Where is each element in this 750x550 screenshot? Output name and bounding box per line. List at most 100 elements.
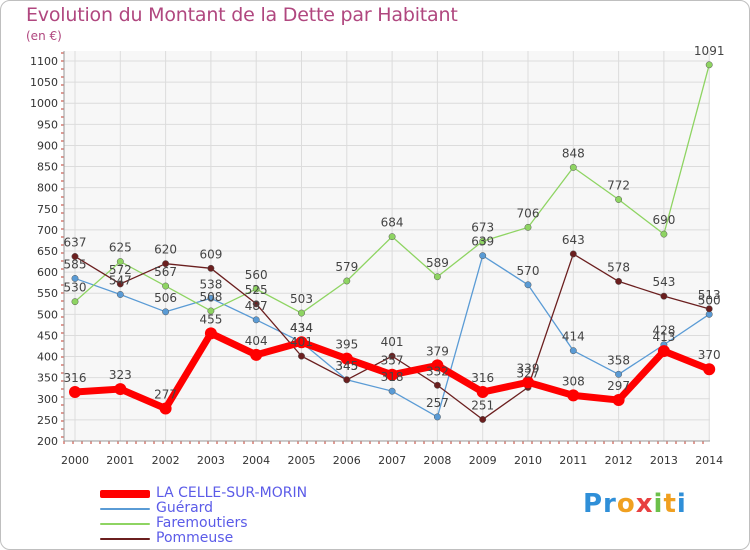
data-label: 572 bbox=[109, 263, 132, 277]
data-point bbox=[71, 274, 79, 282]
y-tick-label: 650 bbox=[37, 245, 58, 258]
data-point bbox=[388, 352, 396, 360]
data-point bbox=[479, 416, 487, 423]
data-label: 487 bbox=[245, 299, 268, 313]
data-point bbox=[705, 61, 713, 69]
data-label: 500 bbox=[698, 293, 721, 307]
x-tick-label: 2013 bbox=[650, 454, 678, 467]
y-tick-label: 200 bbox=[37, 435, 58, 448]
y-tick-label: 700 bbox=[37, 224, 58, 237]
data-point bbox=[71, 253, 79, 260]
data-label: 625 bbox=[109, 241, 132, 255]
y-tick-label: 950 bbox=[37, 118, 58, 131]
data-label: 585 bbox=[64, 257, 87, 271]
y-tick-label: 1000 bbox=[30, 97, 58, 110]
data-label: 434 bbox=[290, 321, 313, 335]
y-tick-label: 850 bbox=[37, 161, 58, 174]
data-point bbox=[207, 307, 215, 315]
data-point bbox=[433, 413, 441, 421]
x-tick-label: 2009 bbox=[469, 454, 497, 467]
data-label: 530 bbox=[64, 281, 87, 295]
legend-label: Faremoutiers bbox=[156, 515, 248, 531]
data-point bbox=[343, 376, 351, 384]
x-tick-label: 2010 bbox=[514, 454, 542, 467]
y-tick-label: 400 bbox=[37, 351, 58, 364]
data-label: 578 bbox=[607, 260, 630, 274]
data-point bbox=[114, 383, 127, 396]
data-label: 308 bbox=[562, 374, 585, 388]
data-point bbox=[524, 223, 532, 231]
data-point bbox=[433, 381, 441, 389]
data-label: 673 bbox=[471, 220, 494, 234]
x-tick-label: 2004 bbox=[242, 454, 270, 467]
data-point bbox=[162, 282, 170, 290]
data-label: 684 bbox=[381, 216, 404, 230]
data-label: 772 bbox=[607, 178, 630, 192]
y-tick-label: 750 bbox=[37, 203, 58, 216]
y-tick-label: 250 bbox=[37, 414, 58, 427]
x-tick-label: 2011 bbox=[559, 454, 587, 467]
data-label: 455 bbox=[199, 312, 222, 326]
data-label: 547 bbox=[109, 273, 132, 287]
data-point bbox=[386, 368, 399, 381]
data-label: 297 bbox=[607, 379, 630, 393]
data-point bbox=[116, 258, 124, 266]
data-label: 358 bbox=[607, 353, 630, 367]
data-label: 506 bbox=[154, 291, 177, 305]
y-tick-label: 900 bbox=[37, 139, 58, 152]
data-label: 643 bbox=[562, 233, 585, 247]
data-point bbox=[431, 359, 444, 372]
data-point bbox=[116, 280, 124, 288]
legend-item: Guérard bbox=[100, 501, 307, 516]
data-point bbox=[433, 273, 441, 281]
legend-swatch bbox=[100, 537, 150, 540]
chart-legend: LA CELLE-SUR-MORIN Guérard Faremoutiers Pom… bbox=[100, 486, 307, 546]
data-point bbox=[569, 163, 577, 171]
data-label: 1091 bbox=[694, 44, 725, 58]
data-point bbox=[69, 386, 81, 399]
chart-subtitle: (en €) bbox=[26, 29, 62, 43]
data-label: 379 bbox=[426, 344, 449, 358]
data-point bbox=[71, 298, 79, 306]
data-point bbox=[159, 402, 172, 415]
data-label: 339 bbox=[517, 361, 540, 375]
legend-swatch bbox=[100, 489, 150, 498]
y-tick-label: 500 bbox=[37, 308, 58, 321]
proxiti-logo: Proxiti bbox=[583, 489, 687, 519]
data-point bbox=[567, 389, 580, 402]
data-point bbox=[340, 352, 353, 365]
data-label: 370 bbox=[698, 348, 721, 362]
data-label: 428 bbox=[652, 324, 675, 338]
data-point bbox=[298, 309, 305, 317]
data-point bbox=[569, 250, 577, 258]
data-label: 690 bbox=[652, 213, 675, 227]
data-point bbox=[252, 285, 260, 293]
data-point bbox=[615, 196, 623, 203]
data-label: 503 bbox=[290, 292, 313, 306]
data-label: 345 bbox=[335, 359, 358, 373]
data-label: 525 bbox=[245, 283, 268, 297]
data-point bbox=[207, 294, 215, 302]
x-tick-label: 2012 bbox=[605, 454, 633, 467]
x-tick-label: 2000 bbox=[61, 454, 89, 467]
data-label: 538 bbox=[199, 277, 222, 291]
data-point bbox=[162, 308, 170, 316]
x-tick-label: 2005 bbox=[288, 454, 316, 467]
y-tick-label: 1050 bbox=[30, 76, 58, 89]
data-point bbox=[252, 300, 260, 308]
data-label: 413 bbox=[652, 330, 675, 344]
data-point bbox=[116, 291, 124, 298]
data-point bbox=[615, 277, 623, 285]
data-label: 620 bbox=[154, 243, 177, 257]
y-tick-label: 550 bbox=[37, 287, 58, 300]
data-label: 637 bbox=[64, 235, 87, 249]
data-label: 277 bbox=[154, 387, 177, 401]
legend-swatch bbox=[100, 522, 150, 525]
data-label: 257 bbox=[426, 396, 449, 410]
legend-item: LA CELLE-SUR-MORIN bbox=[100, 486, 307, 501]
data-label: 332 bbox=[426, 364, 449, 378]
data-point bbox=[524, 281, 532, 289]
data-label: 639 bbox=[471, 235, 494, 249]
data-label: 570 bbox=[517, 264, 540, 278]
data-label: 609 bbox=[199, 247, 222, 261]
